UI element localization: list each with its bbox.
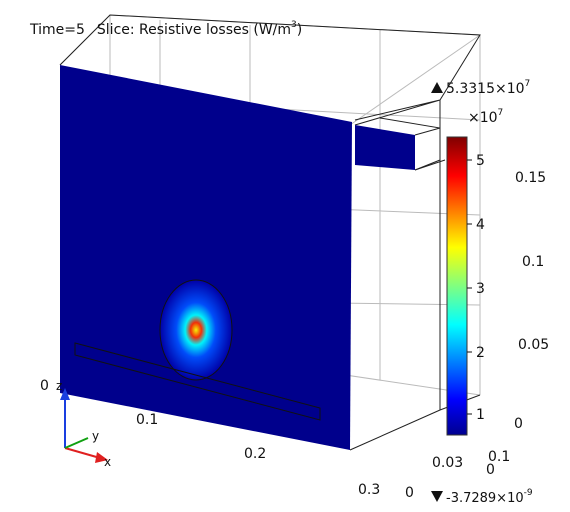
- max-exponent: 7: [525, 79, 531, 89]
- colorbar-tick-label: 2: [476, 345, 485, 361]
- max-mantissa: 5.3315×10: [446, 81, 525, 97]
- y-tick-label: 0: [486, 462, 495, 478]
- axis-triad: [60, 388, 108, 463]
- triad-label: z: [56, 379, 62, 393]
- colorbar-tick-label: 1: [476, 407, 485, 423]
- label-end: ): [297, 22, 302, 38]
- stub-slice: [355, 125, 415, 170]
- multiplier-base: ×10: [468, 110, 498, 126]
- x-tick-label: 0.3: [358, 482, 380, 498]
- time-label: Time=5: [29, 22, 85, 38]
- coil-outline: [159, 279, 233, 381]
- origin-label: 0: [40, 378, 49, 394]
- triad-label: y: [92, 429, 99, 443]
- x-tick-label: 0.2: [244, 446, 266, 462]
- x-tick-label: 0.1: [136, 412, 158, 428]
- coil-region: [160, 280, 232, 380]
- colorbar-tick-label: 5: [476, 153, 485, 169]
- slice-label: Slice: Resistive losses (W/m: [97, 22, 291, 38]
- unit-exponent: 3: [291, 20, 297, 30]
- min-mantissa: -3.7289×10: [446, 491, 524, 506]
- min-label: -3.7289×10-9: [446, 488, 533, 506]
- title: Time=5 Slice: Resistive losses (W/m3): [29, 20, 302, 38]
- z-tick-label: 0: [514, 416, 523, 432]
- max-label: 5.3315×107: [446, 79, 530, 97]
- y-tick-label: 0.1: [488, 449, 510, 465]
- colorbar-tick-label: 3: [476, 281, 485, 297]
- y-tick-label: 0.03: [432, 455, 463, 471]
- strip-outline: [74, 342, 321, 421]
- triad-label: x: [104, 455, 111, 469]
- min-marker: [431, 491, 443, 502]
- z-tick-label: 0.1: [522, 254, 544, 270]
- max-marker: [431, 82, 443, 93]
- multiplier-exponent: 7: [498, 108, 504, 118]
- min-exponent: -9: [524, 488, 533, 498]
- multiplier: ×107: [468, 108, 503, 126]
- colorbar: [446, 136, 468, 436]
- y-tick-label: 0: [405, 485, 414, 501]
- colorbar-tick-label: 4: [476, 217, 485, 233]
- slice: [60, 65, 352, 450]
- z-tick-label: 0.15: [515, 170, 546, 186]
- z-tick-label: 0.05: [518, 337, 549, 353]
- stub-box: [379, 117, 441, 171]
